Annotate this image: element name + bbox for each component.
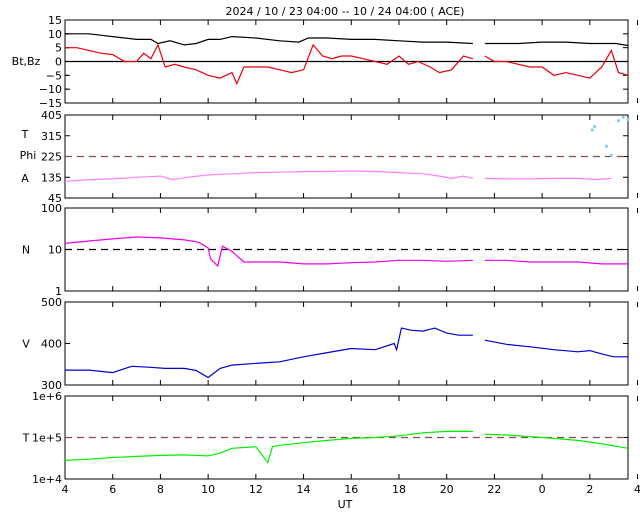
y-tick-label: 1e+6 bbox=[32, 390, 62, 403]
x-tick-label: 12 bbox=[249, 483, 263, 496]
x-tick-label: 18 bbox=[392, 483, 406, 496]
y-tick-label: 400 bbox=[41, 338, 62, 351]
y-tick-label: 1e+4 bbox=[32, 473, 62, 486]
y-axis-label: Phi bbox=[20, 149, 37, 162]
series-line-T bbox=[64, 430, 629, 464]
chart-title: 2024 / 10 / 23 04:00 -- 10 / 24 04:00 ( … bbox=[226, 5, 465, 18]
x-tick-label: 4 bbox=[62, 483, 69, 496]
x-tick-label: 2 bbox=[586, 483, 593, 496]
y-tick-label: 15 bbox=[48, 14, 62, 27]
series-line-Bt bbox=[65, 33, 629, 47]
series-line-Bz bbox=[65, 43, 629, 86]
y-tick-label: 100 bbox=[41, 202, 62, 215]
y-tick-label: 1 bbox=[55, 285, 62, 298]
y-tick-label: 45 bbox=[48, 192, 62, 205]
data-point bbox=[593, 124, 597, 129]
y-axis-label: T bbox=[22, 432, 30, 445]
y-tick-label: 10 bbox=[48, 244, 62, 257]
data-point bbox=[626, 118, 630, 122]
data-point bbox=[590, 128, 594, 132]
x-tick-label: 14 bbox=[297, 483, 311, 496]
series-line-angle bbox=[64, 170, 612, 182]
x-tick-label: 22 bbox=[487, 483, 501, 496]
x-tick-label: 20 bbox=[440, 483, 454, 496]
y-tick-label: 1e+5 bbox=[32, 432, 62, 445]
series-line-V bbox=[65, 327, 628, 379]
y-tick-label: 135 bbox=[41, 171, 62, 184]
data-point bbox=[616, 119, 621, 123]
y-tick-label: 225 bbox=[41, 151, 62, 164]
series-line-N bbox=[64, 236, 628, 268]
y-tick-label: 0 bbox=[55, 56, 62, 69]
x-tick-label: 0 bbox=[539, 483, 546, 496]
y-tick-label: −10 bbox=[39, 83, 62, 96]
y-tick-label: −5 bbox=[46, 69, 62, 82]
y-tick-label: −15 bbox=[39, 97, 62, 110]
x-tick-label: 16 bbox=[344, 483, 358, 496]
x-tick-label: 4 bbox=[634, 483, 640, 496]
y-tick-label: 315 bbox=[41, 130, 62, 143]
x-tick-label: 8 bbox=[157, 483, 164, 496]
y-tick-label: 5 bbox=[55, 42, 62, 55]
panel-temperature: 1e+6 1e+5 1e+4 T 4 6 8 10 12 14 16 18 20 22 0 2 4 bbox=[22, 390, 640, 496]
y-axis-label: V bbox=[22, 338, 30, 351]
x-tick-label: 10 bbox=[201, 483, 215, 496]
y-axis-label: T bbox=[21, 128, 29, 141]
x-tick-label: 6 bbox=[109, 483, 116, 496]
panel-speed: 500 400 300 V bbox=[22, 296, 639, 392]
y-tick-label: 10 bbox=[48, 28, 62, 41]
y-tick-label: 300 bbox=[41, 379, 62, 392]
panels: 151050−5−10−15Bt,Bz40531522513545TPhiA10… bbox=[12, 14, 640, 496]
y-axis-label: Bt,Bz bbox=[12, 55, 41, 68]
panel-density: 100 10 1 N bbox=[22, 202, 639, 298]
y-axis-label: N bbox=[22, 244, 30, 257]
data-point bbox=[609, 153, 613, 157]
y-tick-label: 405 bbox=[41, 109, 62, 122]
y-tick-label: 500 bbox=[41, 296, 62, 309]
y-axis-label: A bbox=[21, 172, 29, 185]
data-point bbox=[604, 144, 609, 148]
panel-angles: 405 315 225 135 45 T Phi A bbox=[20, 109, 639, 205]
x-axis-label: UT bbox=[338, 498, 353, 511]
panel-frame bbox=[64, 301, 629, 386]
data-point bbox=[621, 115, 625, 119]
